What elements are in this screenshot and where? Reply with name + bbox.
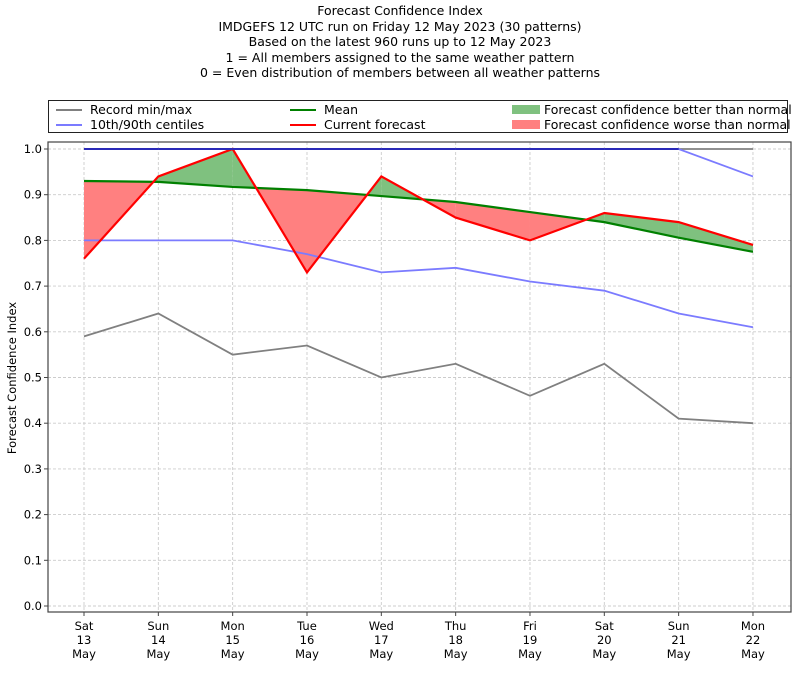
legend-swatch-mean [290, 108, 316, 111]
legend-swatch-centiles [56, 123, 82, 126]
legend-item-centiles: 10th/90th centiles [56, 117, 204, 132]
x-tick-label-line: Thu [444, 619, 467, 633]
fill-better-than-normal [158, 149, 233, 187]
x-tick-label-line: May [518, 647, 542, 661]
x-tick-label-line: May [295, 647, 319, 661]
x-tick-label-line: Wed [369, 619, 394, 633]
legend-item-worse-than-normal: Forecast confidence worse than normal [512, 117, 791, 132]
y-tick-label: 0.6 [24, 325, 42, 339]
x-tick-label-line: Sat [595, 619, 614, 633]
x-tick-label-line: 13 [77, 633, 92, 647]
y-tick-label: 0.3 [24, 462, 42, 476]
x-tick-label-line: 15 [225, 633, 240, 647]
x-tick-label-line: 18 [448, 633, 463, 647]
chart-legend: Record min/max 10th/90th centiles Mean C… [48, 100, 792, 133]
x-tick-label-line: Mon [741, 619, 765, 633]
fill-worse-than-normal [529, 212, 587, 241]
x-tick-label-line: 21 [671, 633, 686, 647]
legend-item-current-forecast: Current forecast [290, 117, 425, 132]
chart-subtitle-2: Based on the latest 960 runs up to 12 Ma… [248, 34, 552, 49]
legend-item-mean: Mean [290, 102, 358, 117]
x-tick-label-line: May [221, 647, 245, 661]
y-tick-label: 0.9 [24, 188, 42, 202]
x-tick-label-line: May [369, 647, 393, 661]
y-tick-label: 0.2 [24, 508, 42, 522]
series-line-record-min [83, 312, 754, 425]
chart-title-block: Forecast Confidence Index IMDGEFS 12 UTC… [0, 3, 800, 81]
fill-better-than-normal [678, 222, 753, 252]
x-tick-label-line: Sun [147, 619, 169, 633]
series-line-10th-centile [84, 239, 754, 329]
x-tick-label-line: May [741, 647, 765, 661]
legend-swatch-current-forecast [290, 123, 316, 126]
series-line-current-forecast [83, 147, 754, 275]
y-tick-label: 0.4 [24, 416, 42, 430]
chart-title: Forecast Confidence Index [317, 3, 483, 18]
x-tick-label-line: Fri [523, 619, 537, 633]
axes-frame [47, 141, 792, 613]
y-tick-label: 1.0 [24, 142, 42, 156]
x-tick-label-line: 22 [746, 633, 761, 647]
fill-worse-than-normal [455, 202, 530, 241]
x-tick-label-line: May [592, 647, 616, 661]
x-tick-label-line: May [667, 647, 691, 661]
x-tick-label-line: 19 [523, 633, 538, 647]
legend-label: 10th/90th centiles [90, 117, 205, 132]
legend-label: Current forecast [324, 117, 426, 132]
chart-subtitle-3: 1 = All members assigned to the same wea… [225, 49, 575, 65]
legend-label: Forecast confidence worse than normal [544, 117, 791, 132]
x-tick-label-line: Mon [221, 619, 245, 633]
x-tick-label-line: 16 [300, 633, 315, 647]
y-tick-label: 0.0 [24, 599, 42, 613]
series-line-mean [83, 179, 754, 253]
legend-label: Record min/max [90, 102, 193, 117]
x-tick-label-line: May [146, 647, 170, 661]
x-tick-label-line: May [444, 647, 468, 661]
legend-item-record-minmax: Record min/max [56, 102, 192, 117]
x-tick-label-line: Sun [668, 619, 690, 633]
x-tick-label-line: May [72, 647, 96, 661]
grid [48, 142, 791, 612]
legend-swatch-record-minmax [56, 108, 82, 111]
series-lines [83, 147, 754, 425]
confidence-fills [84, 149, 753, 273]
y-axis-label: Forecast Confidence Index [5, 302, 19, 454]
legend-label: Mean [324, 102, 359, 117]
y-tick-label: 0.7 [24, 279, 42, 293]
x-tick-label-line: Sat [75, 619, 94, 633]
x-tick-label-line: 14 [151, 633, 166, 647]
axis-ticks: 0.00.10.20.30.40.50.60.70.80.91.0Sat13Ma… [24, 142, 765, 661]
y-tick-label: 0.1 [24, 553, 42, 567]
chart-subtitle-1: IMDGEFS 12 UTC run on Friday 12 May 2023… [218, 18, 582, 34]
x-tick-label-line: Tue [296, 619, 317, 633]
legend-item-better-than-normal: Forecast confidence better than normal [512, 102, 792, 117]
fill-better-than-normal [604, 212, 679, 238]
y-tick-label: 0.5 [24, 371, 42, 385]
y-tick-label: 0.8 [24, 233, 42, 247]
legend-label: Forecast confidence better than normal [544, 102, 792, 117]
legend-swatch-worse-than-normal [512, 120, 540, 129]
x-tick-label-line: 17 [374, 633, 389, 647]
legend-swatch-better-than-normal [512, 105, 540, 114]
chart-subtitle-4: 0 = Even distribution of members between… [199, 65, 601, 80]
x-tick-label-line: 20 [597, 633, 612, 647]
